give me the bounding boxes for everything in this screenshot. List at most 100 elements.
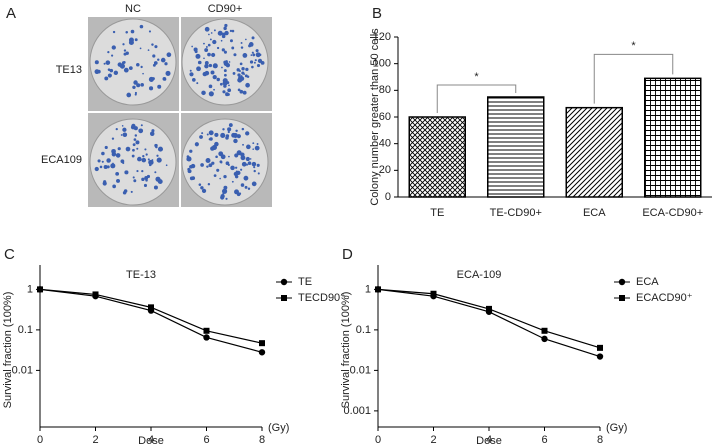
colony xyxy=(125,30,129,34)
legend-label: TE xyxy=(298,276,312,288)
colony xyxy=(128,66,133,71)
colony xyxy=(234,189,239,195)
colony xyxy=(136,147,139,150)
x-tick-label: TE xyxy=(430,207,444,219)
colony xyxy=(134,38,138,42)
y-tick-label: 100 xyxy=(373,58,391,70)
colony xyxy=(251,161,257,167)
colony xyxy=(229,39,233,43)
colony xyxy=(231,132,236,138)
colony xyxy=(154,143,158,148)
colony xyxy=(147,158,150,161)
colony xyxy=(213,174,217,177)
colony xyxy=(256,163,260,167)
colony xyxy=(228,61,231,63)
significance-label: * xyxy=(474,71,479,83)
marker xyxy=(597,344,603,351)
x-tick-label: 0 xyxy=(37,434,43,446)
significance-label: * xyxy=(631,40,636,52)
colony xyxy=(208,130,214,136)
colony xyxy=(165,164,168,167)
colony xyxy=(186,158,189,161)
legend-label: ECACD90⁺ xyxy=(636,292,693,304)
colony xyxy=(143,183,148,187)
colony xyxy=(186,155,190,158)
colony xyxy=(258,53,262,57)
x-axis-label: Dose xyxy=(138,435,164,447)
colony xyxy=(134,134,138,137)
colony xyxy=(212,75,217,80)
colony xyxy=(109,68,114,73)
colony xyxy=(220,195,225,200)
x-tick-label: 2 xyxy=(430,434,436,446)
colony xyxy=(227,88,232,93)
colony xyxy=(237,73,241,77)
colony xyxy=(247,161,252,165)
colony xyxy=(224,30,229,36)
marker xyxy=(258,349,266,356)
colony xyxy=(219,177,221,180)
colony xyxy=(160,57,166,63)
colony xyxy=(200,186,204,190)
panel-label: D xyxy=(342,246,353,263)
colony xyxy=(192,78,196,82)
colony xyxy=(212,63,218,69)
colony xyxy=(256,143,259,145)
colony xyxy=(253,166,256,169)
colony xyxy=(121,125,124,127)
colony xyxy=(235,166,238,169)
colony xyxy=(151,43,154,46)
colony xyxy=(216,77,220,82)
legend-label: TECD90⁺ xyxy=(298,292,346,304)
colony xyxy=(242,53,248,58)
colony xyxy=(245,156,250,162)
colony xyxy=(220,161,223,164)
y-tick-label: 0.1 xyxy=(18,324,33,336)
colony xyxy=(244,185,248,189)
colony xyxy=(145,153,148,156)
colony xyxy=(251,65,254,69)
colony xyxy=(240,46,244,49)
colony xyxy=(231,46,235,50)
marker xyxy=(148,304,154,311)
y-tick-label: 20 xyxy=(379,164,391,176)
y-tick-label: 60 xyxy=(379,111,391,123)
colony xyxy=(204,60,209,65)
y-tick-label: 0.01 xyxy=(350,364,371,376)
x-tick-label: TE-CD90+ xyxy=(490,207,542,219)
colony xyxy=(220,39,223,42)
colony xyxy=(115,128,118,131)
colony xyxy=(141,177,145,182)
colony xyxy=(228,123,233,127)
colony xyxy=(245,67,249,72)
colony xyxy=(238,76,242,80)
colony xyxy=(135,140,140,145)
bar xyxy=(408,116,466,198)
marker xyxy=(203,327,210,334)
colony xyxy=(222,128,225,131)
colony xyxy=(115,171,120,176)
colony xyxy=(115,153,121,158)
colony xyxy=(208,63,213,68)
colony xyxy=(233,53,237,57)
colony xyxy=(230,165,235,171)
colony xyxy=(225,60,228,63)
colony xyxy=(110,163,116,169)
column-label: NC xyxy=(125,3,141,15)
colony xyxy=(189,176,194,181)
colony xyxy=(241,127,245,131)
colony xyxy=(131,154,135,158)
colony xyxy=(242,143,244,146)
colony xyxy=(241,67,245,71)
colony xyxy=(213,88,215,91)
colony xyxy=(94,166,99,172)
colony xyxy=(94,69,100,75)
colony xyxy=(241,161,247,167)
row-label: TE13 xyxy=(56,64,82,76)
colony xyxy=(246,75,249,78)
colony xyxy=(207,43,211,47)
colony xyxy=(254,145,260,151)
series-line xyxy=(39,288,263,353)
colony xyxy=(142,155,145,158)
